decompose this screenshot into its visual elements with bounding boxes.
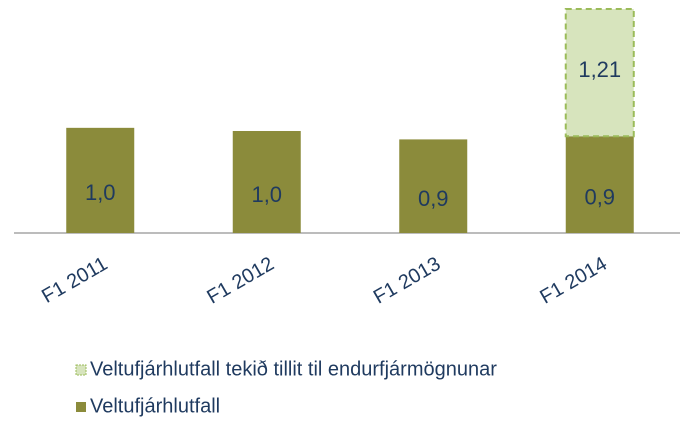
- legend-swatch: [75, 364, 87, 376]
- x-tick-label: F1 2013: [370, 253, 445, 309]
- legend-swatch: [76, 402, 86, 412]
- x-tick-label: F1 2011: [38, 253, 111, 308]
- bar: [565, 136, 634, 233]
- value-label: 1,0: [251, 182, 282, 207]
- bar: [564, 8, 635, 138]
- legend-label: Veltufjárhlutfall: [90, 395, 220, 417]
- legend-label: Veltufjárhlutfall tekið tillit til endur…: [90, 358, 497, 380]
- x-tick-label: F1 2014: [536, 253, 611, 309]
- bar: [66, 127, 135, 233]
- value-label: 0,9: [584, 184, 615, 209]
- bar: [399, 139, 468, 233]
- value-label: 1,0: [85, 180, 116, 205]
- value-label: 0,9: [418, 186, 449, 211]
- x-tick-label: F1 2012: [203, 253, 278, 309]
- bar: [232, 130, 301, 233]
- value-label: 1,21: [578, 57, 621, 82]
